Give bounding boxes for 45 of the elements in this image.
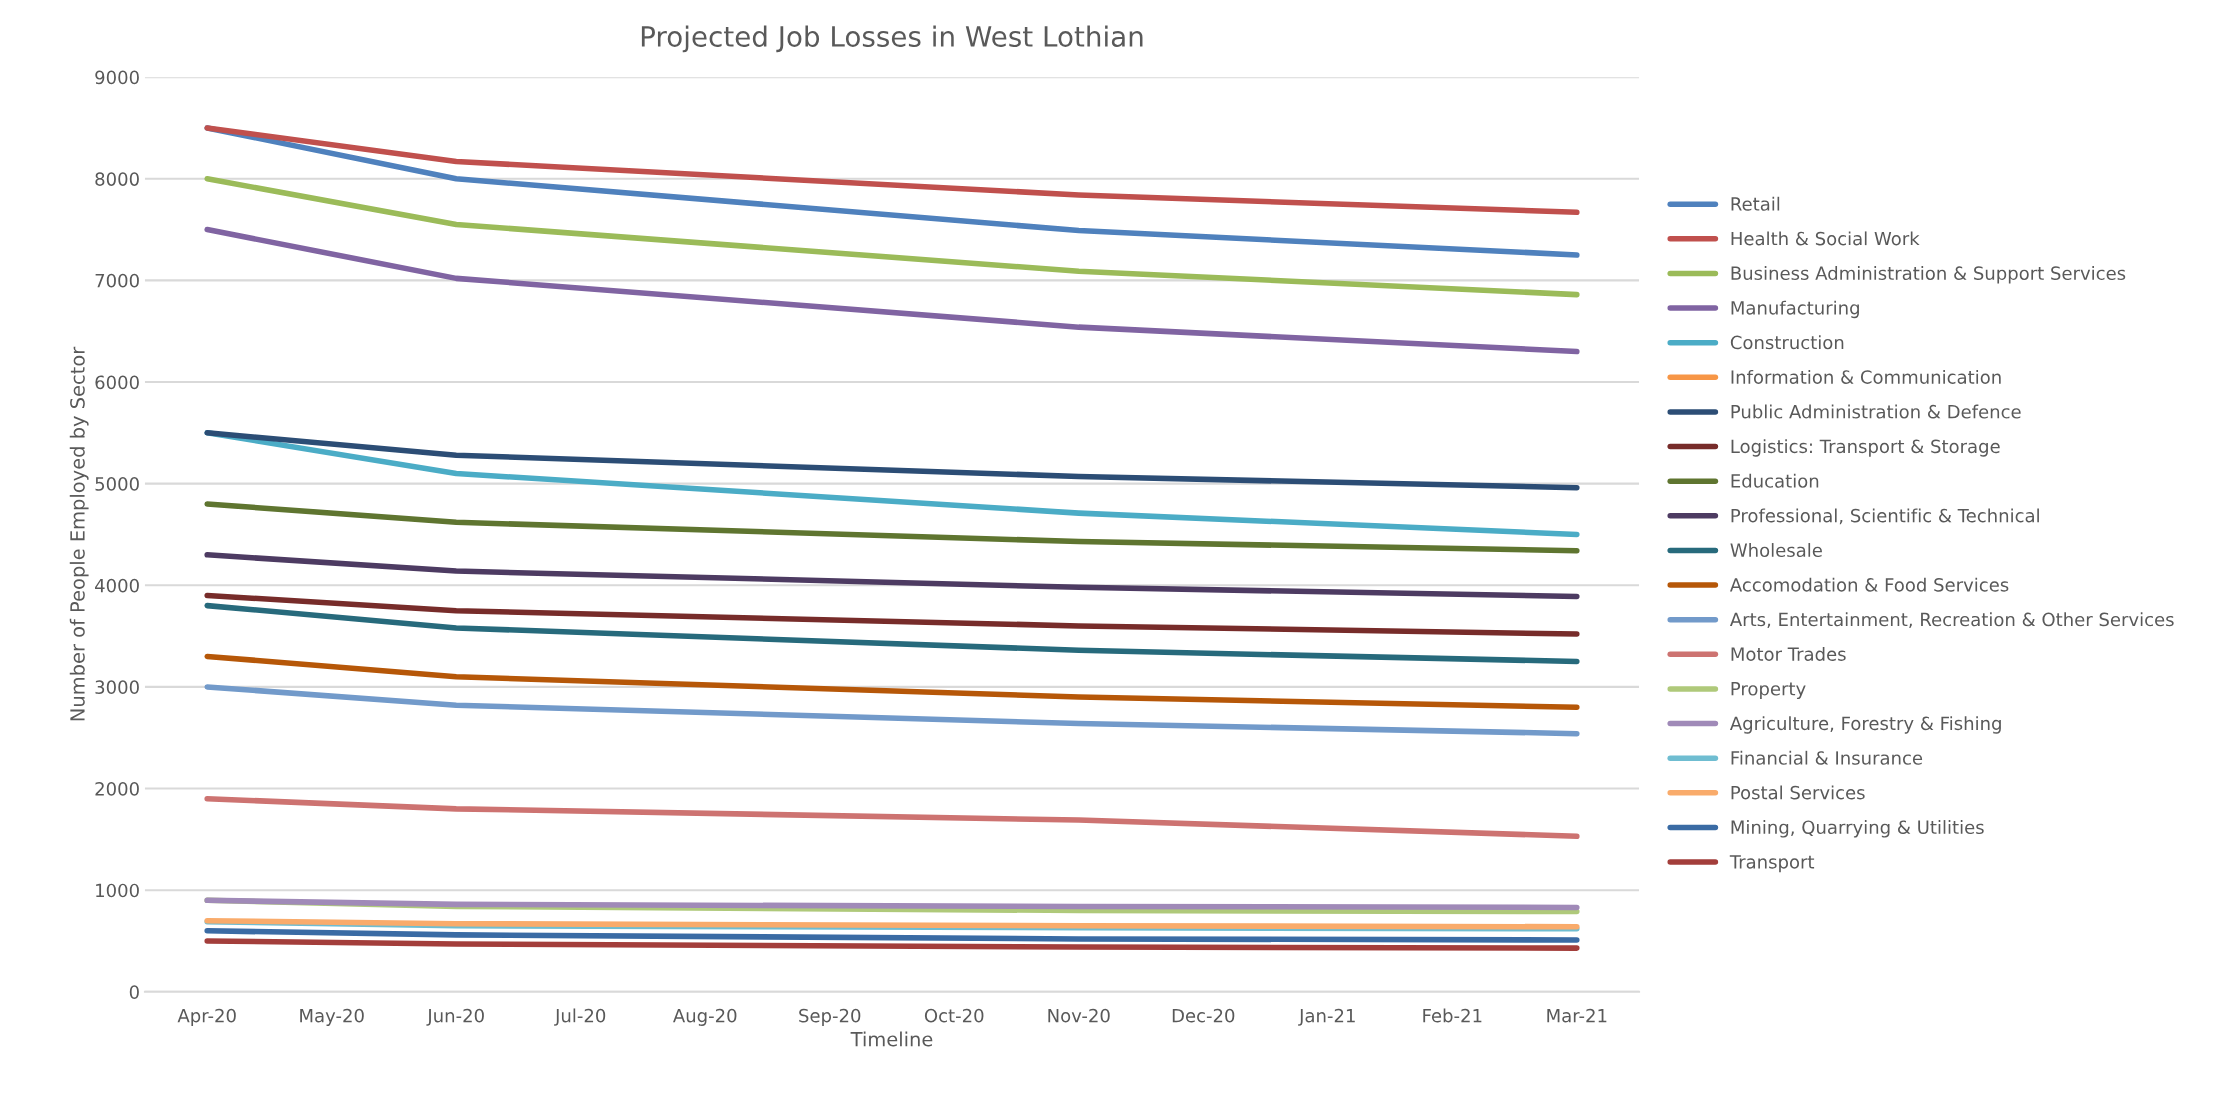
- legend-label: Agriculture, Forestry & Fishing: [1729, 716, 2001, 734]
- legend-label: Wholesale: [1730, 543, 1822, 558]
- legend-label: Construction: [1730, 335, 1844, 350]
- y-tick-label: 6000: [95, 375, 139, 390]
- x-tick-label: Nov-20: [1048, 1008, 1110, 1023]
- legend-label: Public Administration & Defence: [1731, 404, 2021, 419]
- y-axis-title: Number of People Employed by Sector: [69, 346, 89, 721]
- legend-label: Health & Social Work: [1731, 231, 1920, 246]
- x-tick-label: Jan-21: [1298, 1008, 1355, 1026]
- x-tick-label: May-20: [300, 1008, 364, 1026]
- y-tick-label: 7000: [95, 273, 139, 288]
- y-tick-label: 3000: [95, 680, 139, 695]
- x-tick-label: Oct-20: [924, 1008, 984, 1023]
- x-tick-label: Sep-20: [799, 1008, 861, 1026]
- y-tick-label: 8000: [95, 172, 139, 186]
- y-tick-label: 1000: [96, 883, 139, 898]
- y-tick-label: 4000: [95, 578, 139, 593]
- y-tick-label: 2000: [95, 782, 139, 796]
- x-axis-title: Timeline: [850, 1031, 933, 1047]
- chart-title: Projected Job Losses in West Lothian: [641, 25, 1143, 53]
- x-tick-label: Aug-20: [673, 1008, 737, 1026]
- legend-label: Retail: [1731, 196, 1780, 211]
- legend-label: Professional, Scientific & Technical: [1731, 508, 2039, 525]
- legend-label: Transport: [1729, 855, 1815, 873]
- legend-label: Education: [1731, 473, 1819, 488]
- x-tick-label: Feb-21: [1423, 1008, 1482, 1023]
- legend-label: Accomodation & Food Services: [1729, 577, 2009, 592]
- x-tick-label: Jul-20: [554, 1008, 606, 1026]
- x-tick-label: Apr-20: [177, 1008, 236, 1026]
- x-tick-label: Dec-20: [1172, 1008, 1235, 1023]
- y-tick-label: 9000: [95, 70, 139, 85]
- legend-label: Business Administration & Support Services: [1731, 266, 2126, 284]
- y-tick-label: 5000: [95, 477, 139, 491]
- x-tick-label: Jun-20: [426, 1008, 484, 1026]
- legend-label: Mining, Quarrying & Utilities: [1731, 820, 1984, 838]
- legend-label: Logistics: Transport & Storage: [1731, 439, 2000, 457]
- legend-label: Information & Communication: [1731, 369, 2001, 384]
- legend-label: Motor Trades: [1731, 646, 1846, 661]
- legend-label: Postal Services: [1731, 785, 1865, 800]
- legend-label: Property: [1731, 682, 1806, 700]
- legend-label: Arts, Entertainment, Recreation & Other Services: [1729, 612, 2174, 629]
- legend-label: Financial & Insurance: [1731, 750, 1923, 765]
- x-tick-label: Mar-21: [1547, 1008, 1607, 1023]
- y-tick-label: 0: [129, 985, 139, 999]
- legend-label: Manufacturing: [1731, 300, 1859, 319]
